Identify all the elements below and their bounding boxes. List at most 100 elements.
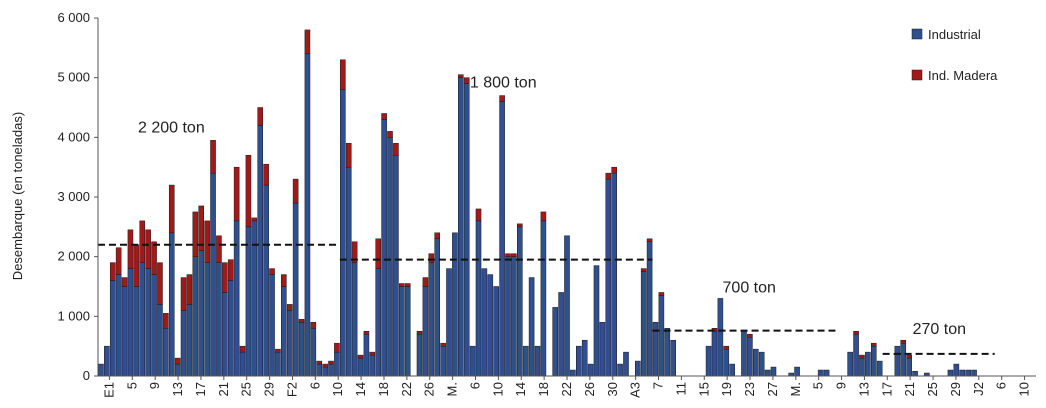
- x-tick-label: 17: [879, 382, 894, 396]
- bar-industrial: [847, 351, 853, 377]
- bar-industrial: [115, 274, 122, 377]
- bar-industrial: [316, 363, 323, 377]
- bar-industrial: [794, 366, 800, 377]
- bar-ind-madera: [174, 357, 181, 365]
- bar-ind-madera: [180, 277, 187, 311]
- bar-industrial: [522, 345, 529, 377]
- bar-industrial: [145, 268, 151, 377]
- bar-ind-madera: [186, 274, 193, 305]
- bar-industrial: [351, 262, 358, 377]
- bar-industrial: [876, 360, 883, 377]
- bar-ind-madera: [375, 238, 381, 269]
- x-tick-label: 5: [811, 382, 826, 389]
- bar-ind-madera: [233, 166, 240, 222]
- bar-industrial: [98, 363, 104, 377]
- x-tick-label: 27: [765, 382, 780, 396]
- x-tick-label: 9: [834, 382, 849, 389]
- bar-industrial: [104, 345, 110, 377]
- bar-ind-madera: [163, 313, 169, 329]
- bar-ind-madera: [723, 345, 730, 350]
- bar-industrial: [292, 202, 299, 377]
- x-tick-label: 18: [376, 382, 391, 396]
- bar-ind-madera: [328, 360, 334, 365]
- bar-ind-madera: [127, 229, 134, 269]
- bar-industrial: [133, 286, 140, 377]
- bar-industrial: [611, 172, 617, 377]
- bar-industrial: [959, 369, 966, 377]
- bar-industrial: [216, 262, 222, 377]
- bar-ind-madera: [345, 143, 352, 168]
- x-tick-label: 13: [170, 382, 185, 396]
- x-tick-label: 30: [605, 382, 620, 396]
- bar-industrial: [334, 351, 340, 377]
- bar-industrial: [446, 268, 452, 377]
- x-tick-label: 17: [193, 382, 208, 396]
- bar-series: [98, 29, 977, 377]
- bar-industrial: [245, 226, 252, 377]
- bar-ind-madera: [109, 262, 116, 281]
- x-tick-label: 6: [994, 382, 1009, 389]
- bar-industrial: [717, 298, 724, 377]
- y-axis: 0 1 000 2 000 3 000 4 000 5 000 6 000: [57, 10, 98, 383]
- bar-industrial: [965, 369, 971, 377]
- bar-ind-madera: [906, 354, 912, 359]
- bar-ind-madera: [139, 220, 146, 263]
- bar-industrial: [109, 280, 116, 377]
- bar-ind-madera: [204, 220, 210, 263]
- y-tick-label: 3 000: [57, 189, 90, 204]
- bar-industrial: [670, 339, 676, 377]
- bar-ind-madera: [540, 211, 547, 222]
- bar-ind-madera: [387, 131, 393, 138]
- bar-ind-madera: [310, 322, 317, 329]
- bar-ind-madera: [399, 283, 405, 287]
- x-tick-label: 23: [742, 382, 757, 396]
- bar-industrial: [151, 274, 157, 377]
- bar-industrial: [865, 351, 871, 377]
- bar-industrial: [304, 53, 311, 377]
- bar-ind-madera: [151, 241, 157, 275]
- bar-industrial: [752, 348, 759, 377]
- legend: Industrial Ind. Madera: [911, 27, 998, 83]
- bar-ind-madera: [263, 163, 269, 186]
- bar-industrial: [729, 363, 735, 377]
- bar-industrial: [452, 232, 458, 377]
- bar-ind-madera: [168, 184, 175, 234]
- bar-industrial: [192, 256, 199, 377]
- x-tick-label: M.: [445, 382, 460, 396]
- legend-label: Industrial: [928, 27, 981, 42]
- bar-industrial: [517, 226, 523, 377]
- bar-industrial: [422, 286, 429, 377]
- x-tick-label: 26: [582, 382, 597, 396]
- bar-industrial: [399, 286, 405, 377]
- reference-line-label: 1 800 ton: [470, 75, 537, 92]
- bar-ind-madera: [658, 292, 665, 296]
- bar-ind-madera: [357, 354, 364, 359]
- bar-industrial: [635, 360, 641, 377]
- bar-ind-madera: [275, 348, 281, 353]
- bar-ind-madera: [322, 363, 328, 368]
- bar-ind-madera: [859, 354, 865, 359]
- bar-industrial: [275, 351, 281, 377]
- bar-industrial: [210, 172, 216, 377]
- bar-industrial: [953, 363, 960, 377]
- bar-ind-madera: [269, 268, 275, 275]
- bar-ind-madera: [351, 241, 358, 263]
- bar-ind-madera: [198, 205, 205, 251]
- legend-swatch: [911, 28, 923, 40]
- bar-industrial: [393, 154, 399, 377]
- bar-ind-madera: [222, 262, 228, 293]
- bar-ind-madera: [286, 304, 293, 311]
- bar-industrial: [900, 342, 907, 377]
- bar-ind-madera: [121, 277, 128, 287]
- x-tick-label: 19: [719, 382, 734, 396]
- y-tick-label: 6 000: [57, 10, 90, 25]
- x-tick-label: 22: [559, 382, 574, 396]
- bar-industrial: [576, 345, 582, 377]
- bar-industrial: [540, 220, 547, 377]
- bar-industrial: [823, 369, 830, 377]
- bar-ind-madera: [145, 229, 151, 269]
- bar-industrial: [269, 274, 275, 377]
- bar-industrial: [711, 331, 718, 377]
- bar-ind-madera: [870, 342, 877, 347]
